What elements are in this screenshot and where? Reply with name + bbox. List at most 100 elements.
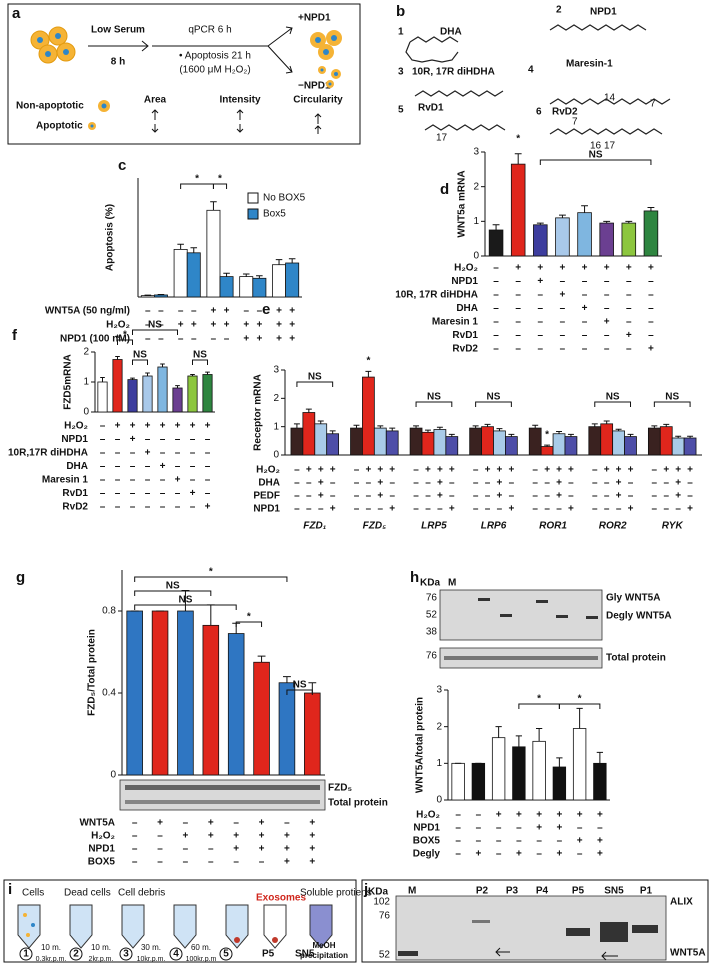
stage-label: Soluble protiens (300, 888, 372, 899)
bar (202, 374, 213, 413)
condition-mark: – (532, 465, 538, 476)
condition-mark: + (330, 504, 336, 515)
error-bar (603, 420, 610, 424)
bar (272, 264, 287, 298)
condition-mark: – (516, 823, 522, 834)
stage-label: Cell debris (118, 888, 165, 899)
significance-label: * (123, 330, 127, 341)
bar (173, 248, 188, 298)
condition-mark: – (449, 478, 455, 489)
y-tick-label: 3 (473, 147, 479, 158)
step-number: 1 (23, 949, 29, 960)
step-number: 2 (73, 949, 79, 960)
condition-mark: – (183, 844, 189, 855)
bar (577, 212, 592, 257)
condition-mark: – (224, 334, 230, 345)
condition-mark: – (132, 818, 138, 829)
condition-mark: + (648, 344, 654, 355)
condition-mark: – (190, 475, 196, 486)
condition-mark: + (160, 461, 166, 472)
legend-label: Box5 (263, 209, 286, 220)
condition-mark: – (604, 290, 610, 301)
condition-mark: + (616, 491, 622, 502)
bar (409, 427, 423, 456)
condition-mark: – (687, 491, 693, 502)
step-circle (69, 947, 83, 961)
condition-mark: – (496, 849, 502, 860)
error-bar (615, 428, 622, 431)
condition-mark: – (145, 306, 151, 317)
fraction-label: P5 (262, 949, 275, 960)
stereo-label: 16 (590, 141, 602, 152)
bar (540, 446, 554, 456)
significance-bracket (212, 183, 228, 189)
error-bar (675, 435, 682, 438)
cell-icon (90, 124, 94, 128)
significance-bracket (475, 401, 512, 407)
condition-mark: + (389, 465, 395, 476)
condition-mark: – (157, 831, 163, 842)
condition-mark: – (582, 317, 588, 328)
bar (491, 737, 506, 801)
significance-label: * (247, 612, 251, 623)
error-bar (157, 293, 165, 295)
blot-band (500, 614, 512, 617)
condition-label: DHA (456, 303, 478, 314)
condition-mark: – (158, 320, 164, 331)
condition-mark: – (413, 478, 419, 489)
condition-mark: – (354, 504, 360, 515)
condition-mark: – (132, 831, 138, 842)
molecule-name: RvD2 (552, 107, 578, 118)
error-bar (190, 247, 198, 253)
condition-mark: – (663, 491, 669, 502)
y-tick-label: 1 (83, 377, 89, 388)
condition-mark: – (493, 290, 499, 301)
condition-mark: – (208, 857, 214, 868)
condition-label: RvD2 (62, 502, 88, 513)
bar (285, 262, 300, 298)
condition-mark: + (284, 831, 290, 842)
panel-label: i (8, 881, 12, 898)
fraction-label: SN5 (295, 949, 315, 960)
blot-band (472, 920, 490, 923)
note: MeOH (312, 941, 335, 950)
condition-mark: + (211, 306, 217, 317)
molecule-name: 10R, 17R diHDHA (412, 67, 495, 78)
condition-mark: – (604, 276, 610, 287)
condition-mark: – (157, 844, 163, 855)
error-bar (536, 222, 544, 225)
error-bar (687, 435, 694, 438)
bar (302, 412, 316, 456)
condition-mark: – (568, 491, 574, 502)
legend-label: Apoptotic (36, 121, 83, 132)
condition-label: NPD1 (451, 276, 478, 287)
condition-mark: + (256, 334, 262, 345)
condition-mark: – (544, 504, 550, 515)
y-tick-label: 0 (83, 407, 89, 418)
condition-mark: – (582, 344, 588, 355)
condition-mark: + (377, 491, 383, 502)
significance-label: NS (308, 372, 322, 383)
condition-mark: – (160, 475, 166, 486)
condition-mark: + (556, 849, 562, 860)
condition-mark: – (473, 478, 479, 489)
condition-mark: – (130, 502, 136, 513)
condition-mark: – (626, 290, 632, 301)
molecule-structure (414, 90, 504, 97)
bar (140, 295, 155, 298)
condition-mark: – (160, 434, 166, 445)
error-bar (377, 425, 384, 429)
significance-bracket (134, 576, 288, 582)
arrow (151, 109, 322, 134)
y-tick-label: 1 (436, 758, 442, 769)
condition-label: Maresin 1 (432, 317, 479, 328)
bar (505, 436, 518, 456)
condition-mark: – (560, 330, 566, 341)
condition-mark: + (318, 478, 324, 489)
error-bar (256, 275, 263, 279)
condition-mark: + (544, 465, 550, 476)
condition-mark: – (560, 317, 566, 328)
error-bar (581, 205, 588, 213)
condition-mark: + (556, 465, 562, 476)
error-bar (576, 707, 583, 729)
